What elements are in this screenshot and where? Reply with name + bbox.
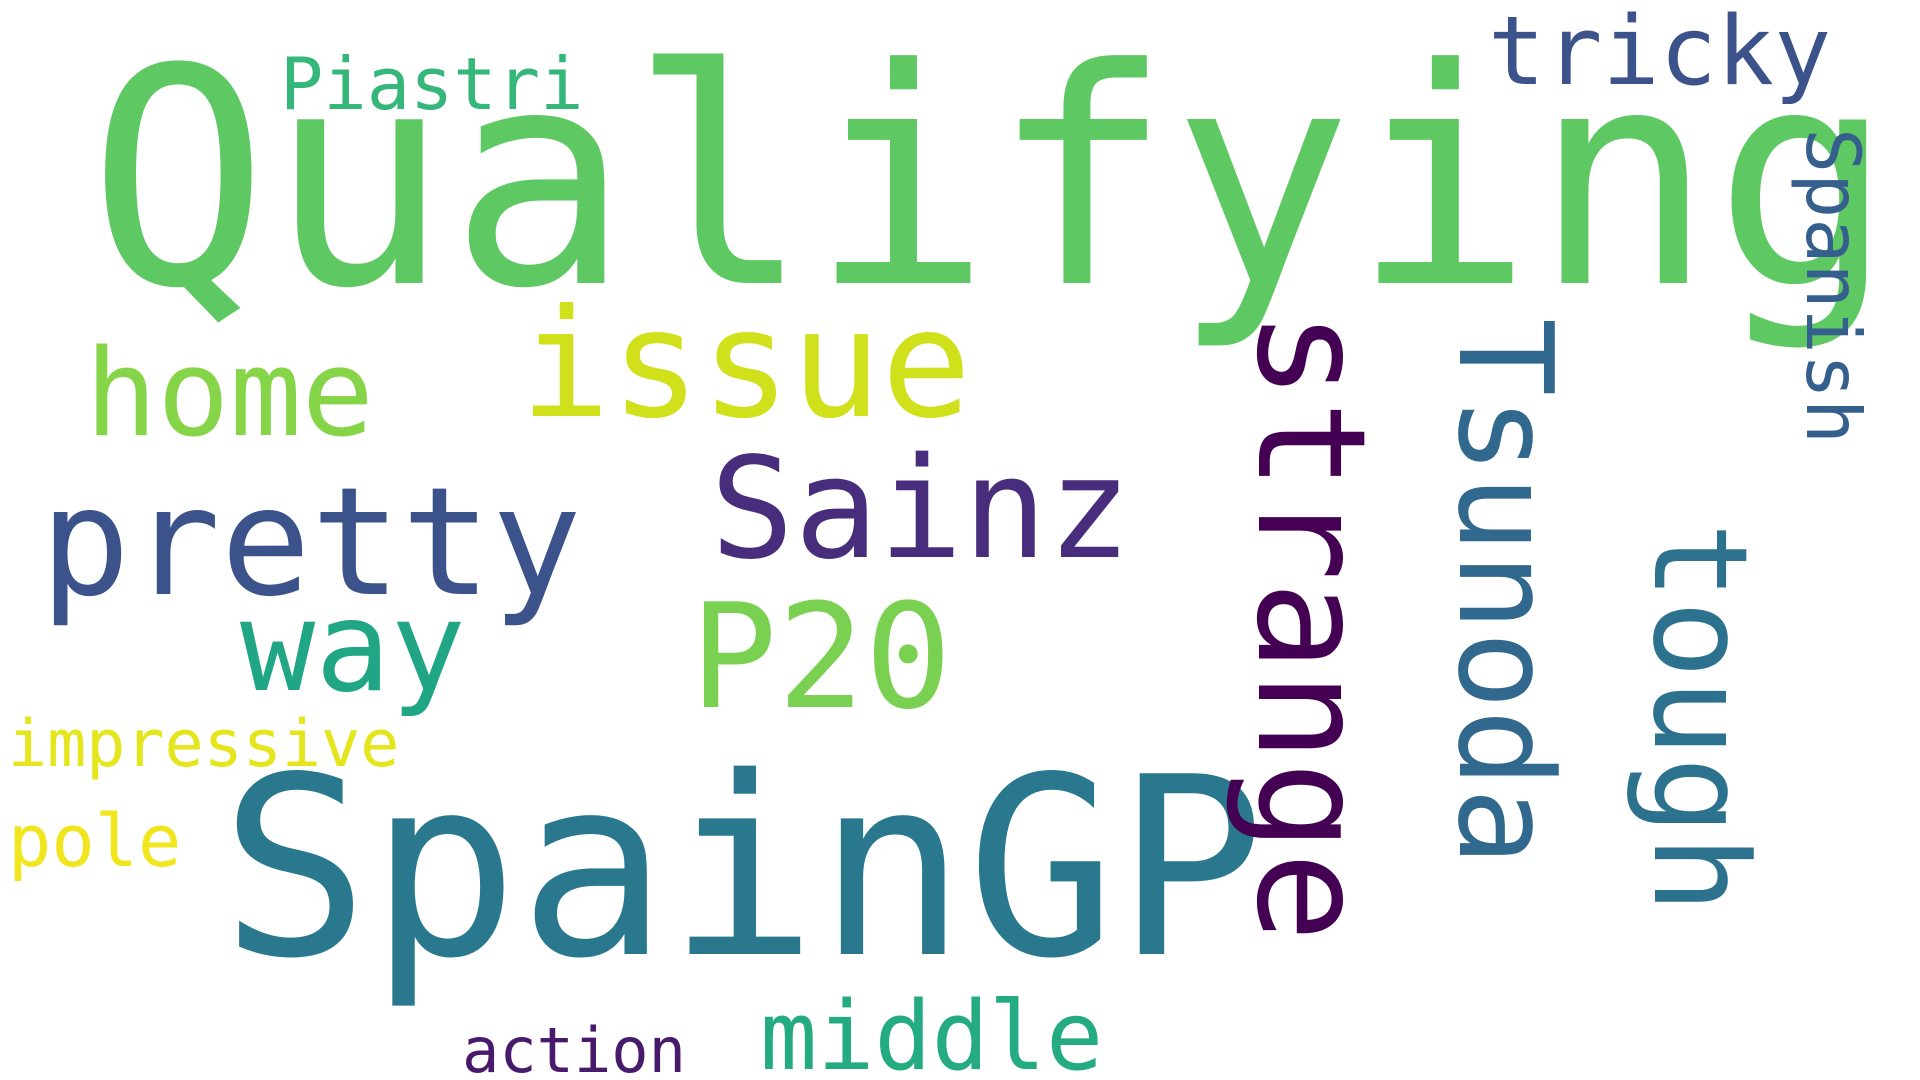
word-impressive: impressive xyxy=(8,707,400,782)
word-spanish: Spanish xyxy=(1789,128,1877,445)
word-way: way xyxy=(240,575,466,720)
word-p20: P20 xyxy=(690,573,952,742)
word-home: home xyxy=(85,325,374,464)
word-sainz: Sainz xyxy=(710,428,1132,591)
word-action: action xyxy=(462,1014,686,1080)
word-tough: tough xyxy=(1624,522,1776,914)
word-tricky: tricky xyxy=(1488,0,1832,107)
word-tsunoda: Tsunoda xyxy=(1429,318,1581,866)
word-qualifying: Qualifying xyxy=(88,5,1895,354)
word-pretty: pretty xyxy=(40,456,582,630)
word-issue: issue xyxy=(520,278,972,452)
word-spaingp: SpainGP xyxy=(220,725,1266,1013)
word-strange: strange xyxy=(1223,310,1397,943)
word-piastri: Piastri xyxy=(280,42,584,126)
word-pole: pole xyxy=(8,799,182,883)
word-middle: middle xyxy=(760,982,1104,1080)
